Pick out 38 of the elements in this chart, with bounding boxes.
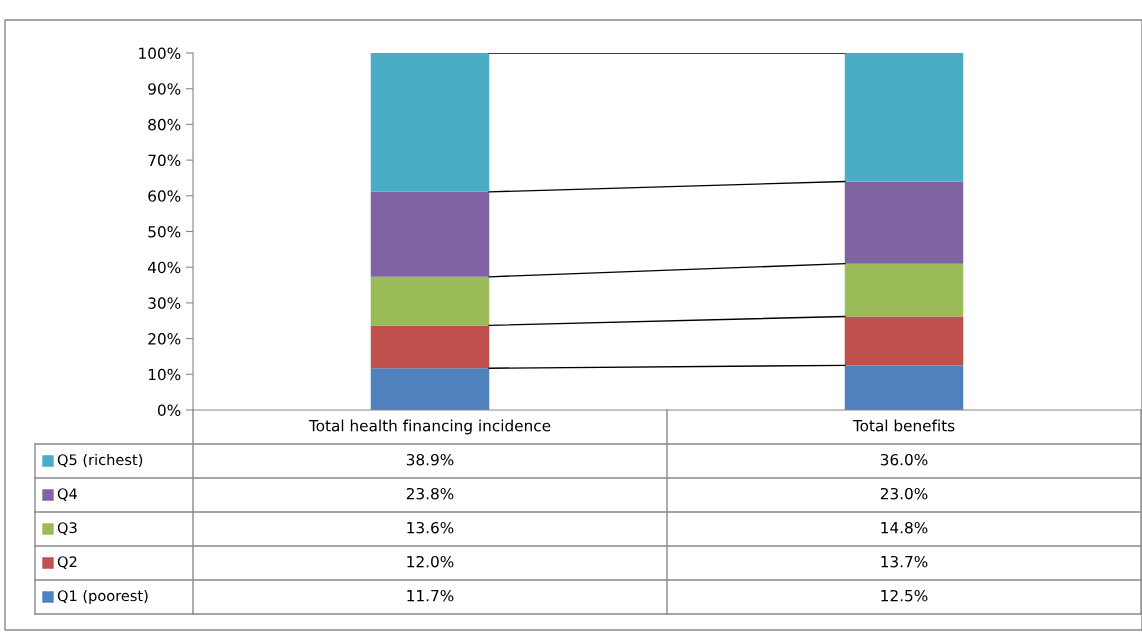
y-tick-label: 30%	[148, 297, 181, 309]
data-label: 13.6%	[407, 521, 454, 534]
y-tick-label: 20%	[148, 333, 181, 345]
legend-label: Q1 (poorest)	[57, 589, 148, 605]
bar	[844, 181, 964, 264]
y-tick-label: 100%	[139, 47, 181, 60]
bar	[844, 365, 964, 410]
bar	[370, 276, 490, 326]
bar	[844, 263, 964, 317]
y-tick-label: 80%	[148, 118, 181, 131]
y-tick-label: 40%	[147, 261, 181, 274]
y-tick-label: 70%	[148, 154, 181, 167]
data-label: 11.7%	[407, 589, 454, 602]
legend-label: Q2	[57, 556, 77, 569]
data-label: 36.0%	[880, 453, 928, 466]
x-tick-label: Total health financing incidence	[308, 419, 551, 435]
data-label: 14.8%	[881, 521, 928, 534]
legend-label: Q3	[57, 522, 77, 535]
data-label: 23.8%	[406, 487, 454, 500]
bar	[844, 53, 964, 182]
x-tick-label: Total benefits	[852, 419, 955, 432]
legend-label: Q5 (richest)	[57, 453, 143, 467]
y-tick-label: 90%	[148, 83, 181, 95]
y-tick-label: 10%	[148, 368, 181, 381]
data-label: 12.0%	[407, 555, 454, 568]
y-tick-label: 50%	[148, 225, 181, 238]
bar	[844, 316, 964, 366]
legend-label: Q4	[57, 488, 77, 501]
data-label: 13.7%	[881, 555, 928, 568]
y-tick-label: 60%	[148, 190, 181, 202]
bar	[370, 368, 490, 410]
bar	[370, 53, 490, 192]
y-tick-label: 0%	[157, 404, 181, 417]
bar	[370, 191, 490, 277]
data-label: 23.0%	[880, 487, 928, 500]
data-label: 12.5%	[881, 589, 928, 602]
data-label: 38.9%	[406, 453, 454, 466]
bar	[370, 325, 490, 369]
